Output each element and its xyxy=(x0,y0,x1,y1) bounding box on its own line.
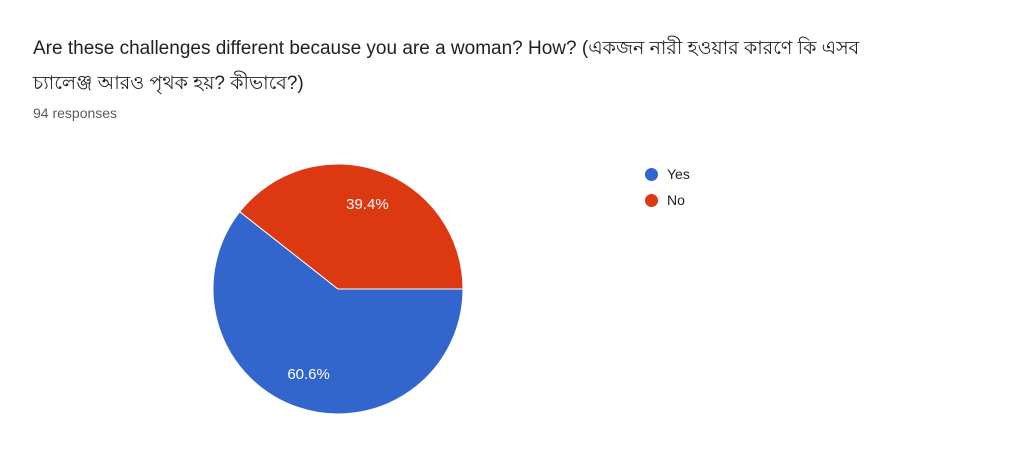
pie-slice-no[interactable] xyxy=(239,163,464,290)
pie-slice-label-no: 39.4% xyxy=(346,196,389,213)
question-title: Are these challenges different because y… xyxy=(33,31,859,101)
legend-label-no: No xyxy=(667,192,685,208)
legend-dot-no-icon xyxy=(645,193,658,207)
legend-item-yes: Yes xyxy=(645,165,690,183)
question-title-line-1: Are these challenges different because y… xyxy=(33,38,860,59)
chart-legend: Yes No xyxy=(645,165,690,209)
legend-item-no: No xyxy=(645,191,690,209)
question-title-line-2: চ্যালেঞ্জ আরও পৃথক হয়? কীভাবে?) xyxy=(33,73,304,94)
pie-slice-yes[interactable] xyxy=(212,211,464,415)
responses-count: 94 responses xyxy=(33,105,118,121)
legend-dot-yes-icon xyxy=(645,167,658,181)
pie-slice-label-yes: 60.6% xyxy=(287,366,330,383)
pie-chart: 60.6% 39.4% xyxy=(212,163,464,415)
legend-label-yes: Yes xyxy=(667,166,690,182)
